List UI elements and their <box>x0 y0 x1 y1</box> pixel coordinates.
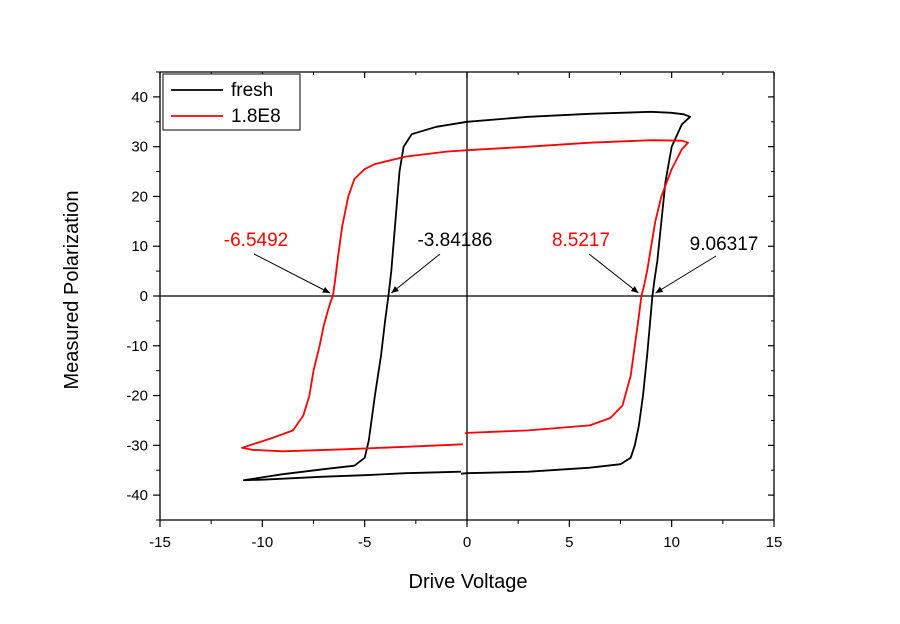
legend-box <box>162 73 301 131</box>
series-layer <box>240 110 691 482</box>
legend-label: 1.8E8 <box>231 106 281 127</box>
x-tick-label: 15 <box>766 534 783 551</box>
annotation-layer: -6.5492 -3.84186 8.5217 9.06317 <box>224 230 759 294</box>
annotation-red-left: -6.5492 <box>224 230 288 251</box>
legend: fresh 1.8E8 <box>162 73 301 131</box>
y-tick-label: -10 <box>126 338 148 355</box>
legend-label: fresh <box>231 80 273 101</box>
x-tick-label: -5 <box>358 534 371 551</box>
annotation-red-right: 8.5217 <box>552 230 610 251</box>
annotation-arrow <box>588 253 639 294</box>
x-tick-label: -15 <box>149 534 171 551</box>
annotation-black-right: 9.06317 <box>690 234 759 255</box>
x-tick-label: 0 <box>463 534 471 551</box>
y-tick-label: 30 <box>131 139 148 156</box>
y-tick-label: 0 <box>140 288 148 305</box>
y-tick-label: 10 <box>131 238 148 255</box>
annotation-arrow <box>655 255 717 294</box>
x-tick-label: 10 <box>663 534 680 551</box>
annotation-black-left: -3.84186 <box>417 230 492 251</box>
annotation-arrow <box>391 253 441 294</box>
axes-layer: -15 -10 -5 0 5 10 15 -40 -30 -20 -10 0 10 20 30 40 <box>126 71 783 551</box>
y-tick-label: 20 <box>131 188 148 205</box>
y-axis-title: Measured Polarization <box>61 191 83 390</box>
y-tick-label: 40 <box>131 89 148 106</box>
series-line-fresh <box>242 110 691 482</box>
y-tick-label: -40 <box>126 487 148 504</box>
x-tick-label: 5 <box>565 534 573 551</box>
y-tick-label: -20 <box>126 388 148 405</box>
x-tick-label: -10 <box>251 534 273 551</box>
series-line-aged <box>240 139 689 453</box>
y-tick-label: -30 <box>126 437 148 454</box>
annotation-arrow <box>253 253 331 294</box>
x-axis-title: Drive Voltage <box>409 571 528 593</box>
